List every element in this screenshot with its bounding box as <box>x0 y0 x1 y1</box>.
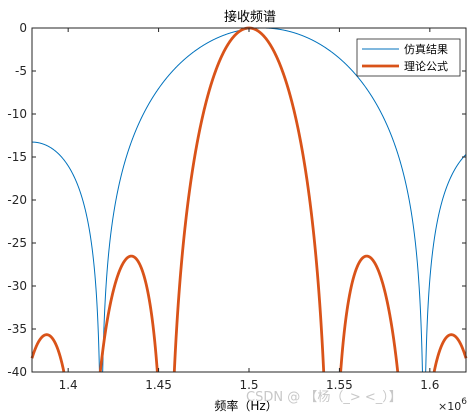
y-tick-label: 0 <box>19 21 27 35</box>
x-multiplier-exponent: 6 <box>461 397 467 407</box>
y-tick-label: -40 <box>7 365 27 379</box>
x-tick-label: 1.6 <box>420 378 439 392</box>
x-axis-multiplier: ×106 <box>438 397 467 413</box>
x-multiplier-base: ×10 <box>438 400 461 413</box>
series-2-lobe-1 <box>30 333 66 374</box>
y-tick-label: -25 <box>7 236 27 250</box>
x-tick-label: 1.55 <box>326 378 353 392</box>
chart-title: 接收频谱 <box>224 9 276 25</box>
series-2-lobe-5 <box>432 333 468 374</box>
watermark: CSDN @ 【杨（_> <_）】 <box>246 390 402 405</box>
series-1-lobe-1 <box>31 141 100 373</box>
legend-box <box>356 38 461 77</box>
y-tick-label: -10 <box>7 107 27 121</box>
y-tick-label: -15 <box>7 150 27 164</box>
series-1-lobe-3 <box>425 154 467 373</box>
legend-label-series-2: 理论公式 <box>404 59 448 73</box>
y-tick-label: -20 <box>7 193 27 207</box>
legend-label-series-1: 仿真结果 <box>404 42 448 56</box>
x-tick-label: 1.5 <box>239 378 258 392</box>
series-2-lobe-4 <box>339 254 400 373</box>
legend: 仿真结果 理论公式 <box>356 38 461 77</box>
y-tick-label: -30 <box>7 279 27 293</box>
x-axis-label: 频率（Hz） <box>214 398 277 413</box>
x-tick-label: 1.4 <box>59 378 78 392</box>
y-tick-label: -35 <box>7 322 27 336</box>
x-tick-label: 1.45 <box>145 378 172 392</box>
series-2-lobe-2 <box>98 254 159 373</box>
ticks-layer: 1.4 1.45 1.5 1.55 1.6 0 -5 -10 -15 -20 -25 -30 -35 -4… <box>7 21 466 392</box>
y-tick-label: -5 <box>15 64 27 78</box>
